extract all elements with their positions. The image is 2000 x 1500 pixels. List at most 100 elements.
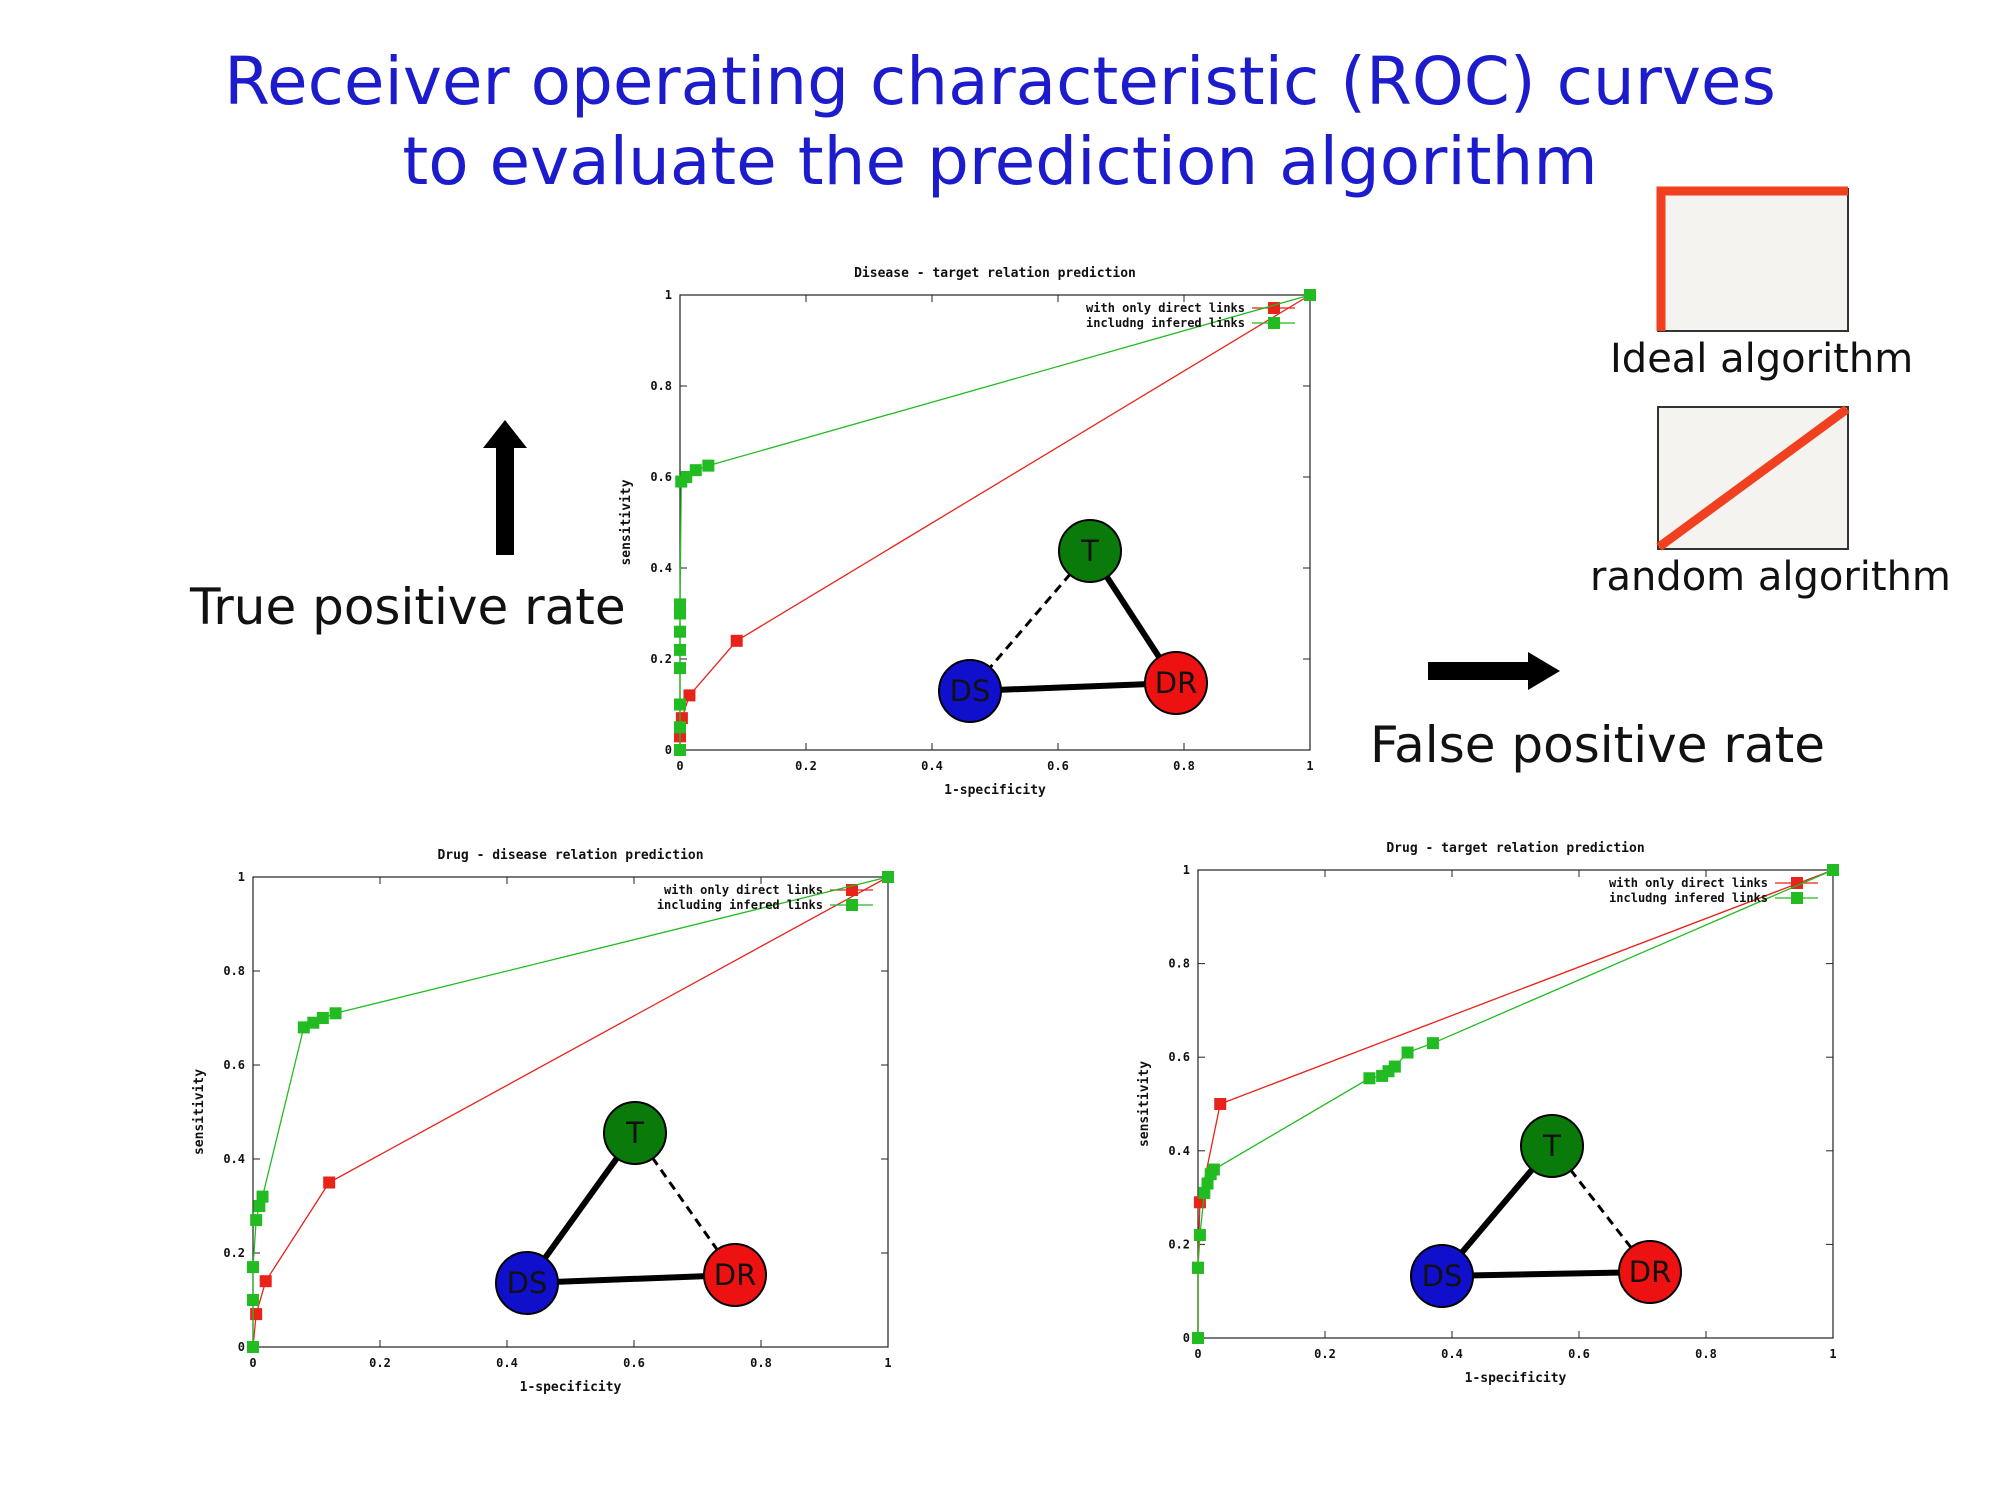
data-point-inferred (882, 871, 894, 883)
x-tick-label: 0 (249, 1356, 256, 1370)
disease-node-label: DS (950, 674, 991, 708)
y-tick-label: 0.6 (1168, 1050, 1190, 1064)
x-tick-label: 0.6 (623, 1356, 645, 1370)
x-tick-label: 0 (1194, 1347, 1201, 1361)
up-arrow-icon (483, 420, 527, 555)
data-point-inferred (674, 662, 686, 675)
dashed-edge (1550, 1145, 1652, 1273)
chart-title: Drug - disease relation prediction (437, 848, 703, 863)
legend-label: with only direct links (1086, 301, 1245, 315)
right-arrow-icon (1428, 652, 1560, 690)
legend-marker (1791, 877, 1803, 889)
target-node-label: T (1542, 1129, 1561, 1163)
y-axis-label: sensitivity (192, 1069, 207, 1155)
target-node-label: T (1080, 534, 1099, 568)
data-point-inferred (674, 698, 686, 711)
data-point-direct (250, 1308, 263, 1321)
data-point-inferred (247, 1294, 259, 1306)
data-point-inferred (250, 1214, 263, 1227)
target-node-label: T (625, 1116, 644, 1150)
chart-title: Disease - target relation prediction (854, 266, 1136, 281)
data-point-inferred (247, 1261, 259, 1274)
data-point-direct (1214, 1098, 1227, 1110)
series-line-direct (1197, 869, 1834, 1338)
y-tick-label: 0 (1183, 1331, 1190, 1345)
y-tick-label: 0.4 (223, 1152, 245, 1166)
x-tick-label: 1 (884, 1356, 891, 1370)
y-tick-label: 0.4 (1168, 1144, 1190, 1158)
disease-node (495, 1251, 559, 1315)
x-tick-label: 0.6 (1047, 759, 1069, 773)
data-point-inferred (256, 1190, 269, 1203)
x-axis-label: 1-specificity (944, 783, 1046, 798)
title-line-1: Receiver operating characteristic (ROC) … (224, 43, 1776, 120)
solid-edge (526, 1272, 736, 1286)
y-tick-label: 0.8 (223, 964, 245, 978)
y-tick-label: 0.2 (650, 652, 672, 666)
x-tick-label: 0.2 (795, 759, 817, 773)
ideal-curve (1656, 186, 1848, 331)
x-axis-label: 1-specificity (520, 1380, 622, 1395)
y-tick-label: 0.8 (650, 379, 672, 393)
legend-label: includng infered links (1086, 316, 1245, 330)
data-point-inferred (1304, 289, 1316, 301)
y-axis-caption: True positive rate (190, 578, 626, 636)
legend-label: with only direct links (664, 883, 823, 897)
target-node (1520, 1114, 1584, 1178)
x-tick-label: 0 (676, 759, 683, 773)
y-tick-label: 0.6 (223, 1058, 245, 1072)
target-node (1058, 519, 1122, 583)
chart-title: Drug - target relation prediction (1386, 841, 1644, 856)
data-point-direct (323, 1176, 336, 1189)
y-tick-label: 0.2 (223, 1246, 245, 1260)
drug-node (1618, 1240, 1682, 1304)
roc-chart-drug-target: Drug - target relation prediction 0 0.2 0.4… (1137, 841, 1839, 1386)
data-point-direct (675, 712, 688, 725)
legend-label: including infered links (657, 898, 823, 912)
y-tick-label: 0 (238, 1340, 245, 1354)
ideal-algorithm-label: Ideal algorithm (1610, 336, 1914, 382)
x-tick-label: 1 (1306, 759, 1313, 773)
data-point-inferred (316, 1012, 329, 1024)
x-tick-label: 1 (1829, 1347, 1836, 1361)
data-point-inferred (1401, 1046, 1414, 1059)
y-tick-label: 1 (665, 288, 672, 302)
plot-frame (1197, 869, 1834, 1339)
data-point-inferred (1827, 864, 1839, 876)
drug-node (703, 1243, 767, 1307)
data-point-inferred (1388, 1060, 1401, 1073)
solid-edge (1441, 1269, 1651, 1279)
disease-node-label: DS (1422, 1259, 1463, 1293)
x-tick-label: 0.4 (496, 1356, 518, 1370)
series-line-inferred (1197, 869, 1834, 1338)
legend-marker (846, 899, 858, 911)
drug-node-label: DR (1155, 666, 1197, 700)
data-point-direct (730, 634, 743, 647)
target-node (603, 1101, 667, 1165)
disease-node (1410, 1244, 1474, 1308)
data-point-inferred (297, 1021, 310, 1034)
data-point-inferred (689, 464, 702, 477)
x-tick-label: 0.6 (1568, 1347, 1590, 1361)
data-point-inferred (674, 598, 686, 611)
series-line-direct (252, 876, 889, 1348)
legend-marker (1268, 317, 1280, 329)
random-algorithm-label: random algorithm (1590, 554, 1951, 600)
y-tick-label: 0.2 (1168, 1237, 1190, 1251)
data-point-inferred (1193, 1229, 1206, 1242)
data-point-inferred (674, 643, 686, 656)
random-curve (1656, 405, 1850, 551)
disease-node-label: DS (507, 1266, 548, 1300)
roc-chart-disease-target: Disease - target relation prediction 0 0.2… (619, 266, 1316, 798)
plot-frame (679, 294, 1311, 751)
data-point-inferred (1198, 1186, 1211, 1199)
x-tick-label: 0.4 (1441, 1347, 1463, 1361)
data-point-direct (683, 689, 696, 702)
relation-diagram: T DS DR (1410, 1114, 1682, 1308)
data-point-inferred (680, 471, 693, 483)
data-point-inferred (702, 459, 715, 472)
roc-chart-drug-disease: Drug - disease relation prediction 0 0.2 0.… (192, 848, 894, 1395)
ideal-algorithm-plot (1656, 186, 1849, 332)
y-tick-label: 0.8 (1168, 957, 1190, 971)
x-tick-label: 0.2 (1314, 1347, 1336, 1361)
